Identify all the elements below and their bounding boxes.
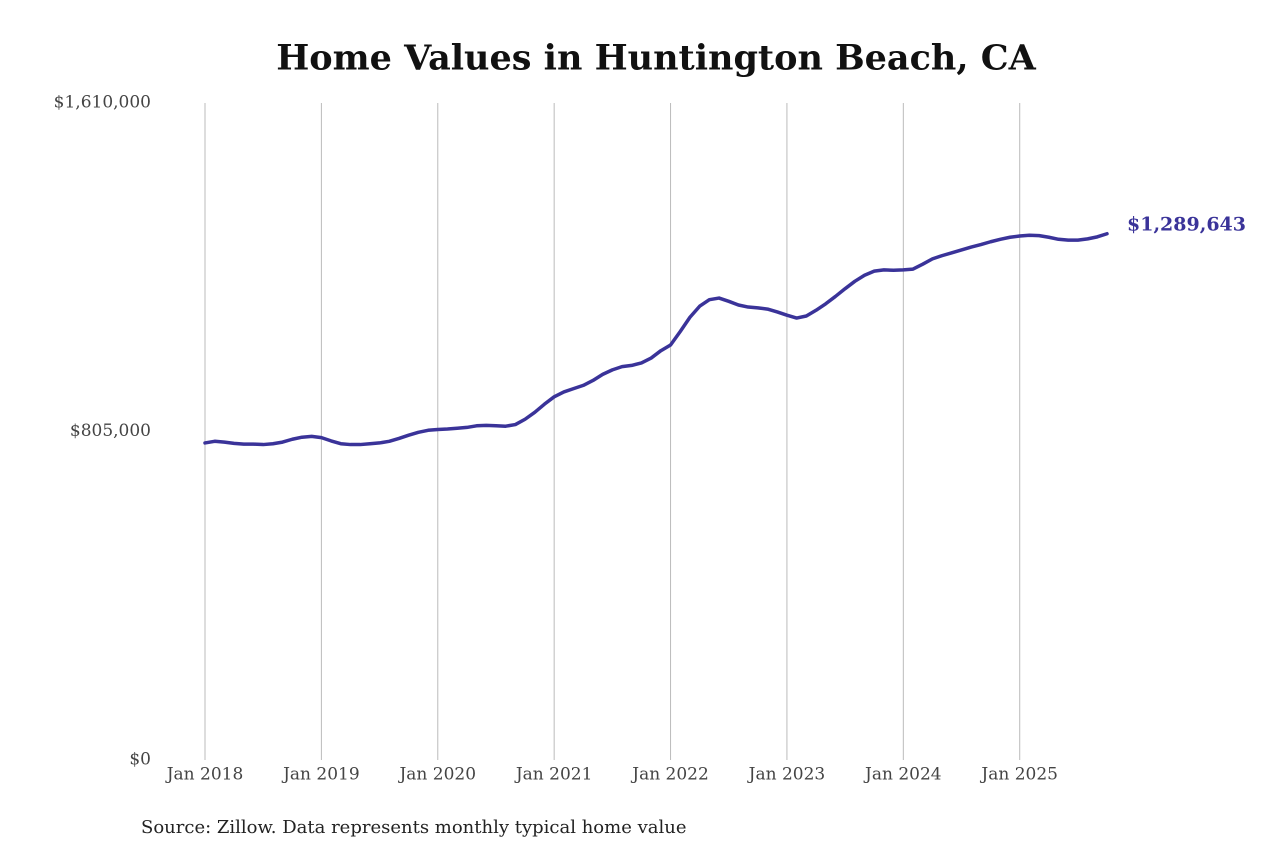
x-tick-label: Jan 2023 <box>747 765 826 785</box>
y-tick-label: $1,610,000 <box>54 93 151 113</box>
line-series <box>203 231 1109 447</box>
x-tick-label: Jan 2025 <box>979 765 1058 785</box>
source-note: Source: Zillow. Data represents monthly … <box>141 817 687 838</box>
chart-title: Home Values in Huntington Beach, CA <box>276 38 1036 79</box>
y-tick-label: $0 <box>129 750 151 770</box>
x-tick-label: Jan 2019 <box>281 765 360 785</box>
end-value-label: $1,289,643 <box>1127 214 1246 236</box>
x-tick-label: Jan 2024 <box>863 765 942 785</box>
y-tick-label: $805,000 <box>70 421 151 441</box>
x-tick-label: Jan 2022 <box>630 765 709 785</box>
x-tick-label: Jan 2021 <box>514 765 593 785</box>
x-tick-label: Jan 2018 <box>165 765 244 785</box>
x-tick-label: Jan 2020 <box>397 765 476 785</box>
